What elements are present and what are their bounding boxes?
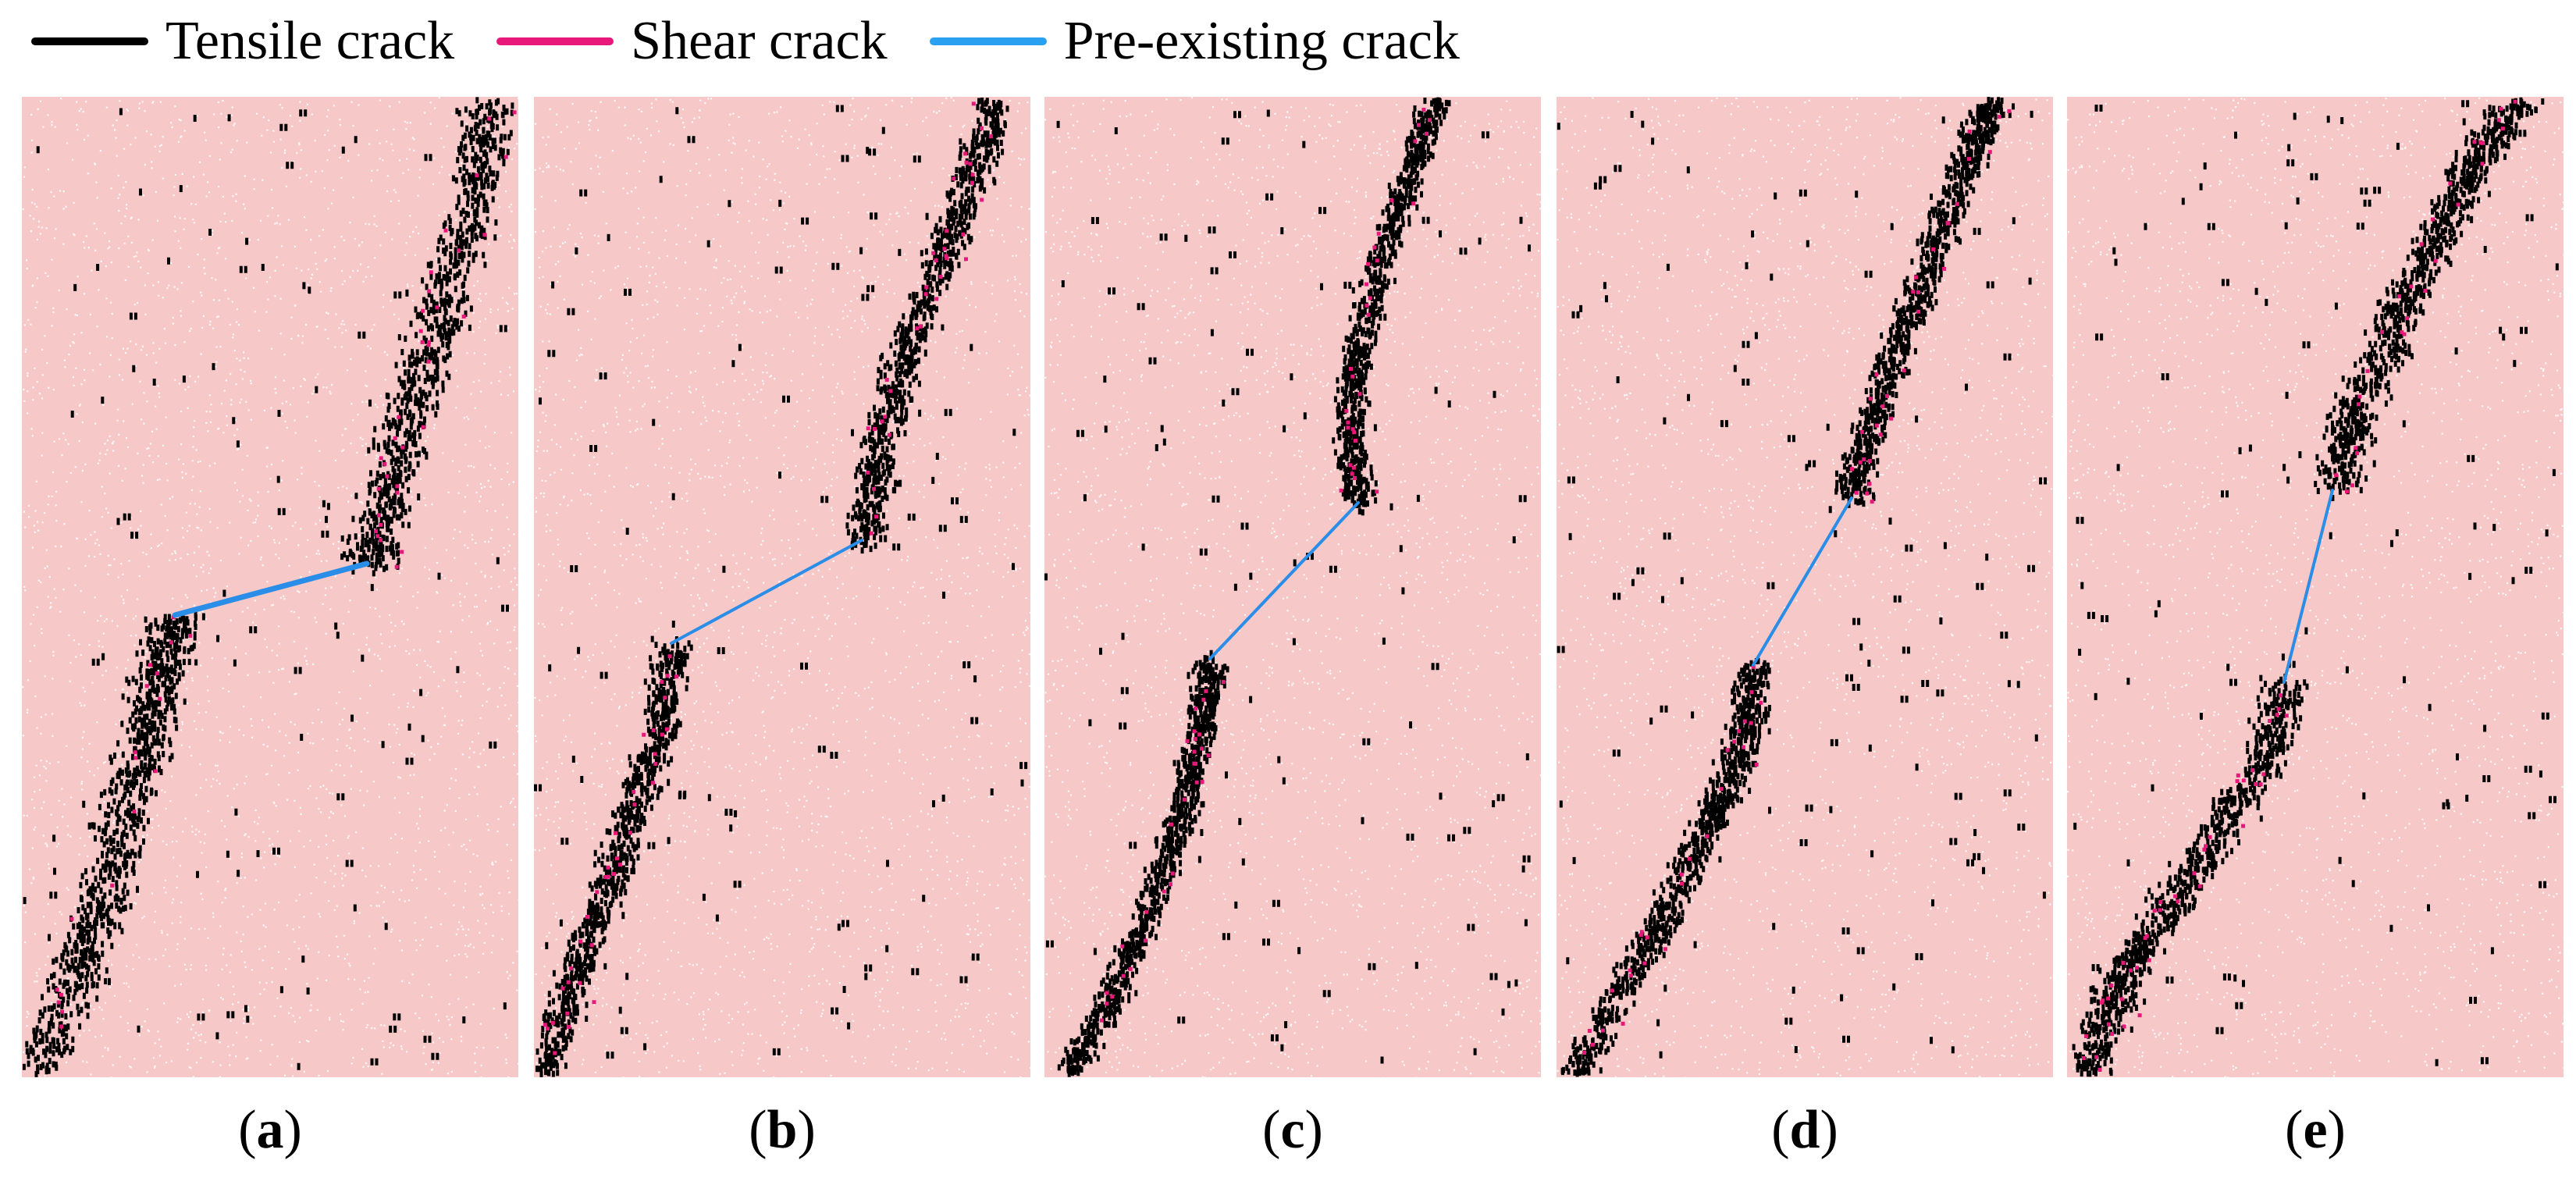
pre-existing-crack — [1752, 496, 1853, 667]
legend-swatch-preexisting — [929, 37, 1047, 45]
legend-label-tensile: Tensile crack — [165, 11, 455, 71]
caption-open-paren: ( — [1262, 1100, 1281, 1160]
panel-caption-a: (a) — [22, 1099, 518, 1162]
tensile-cracks — [534, 98, 1028, 1077]
caption-close-paren: ) — [1820, 1100, 1838, 1160]
caption-letter: d — [1789, 1100, 1820, 1160]
specimen-background — [534, 97, 1030, 1077]
legend-item-shear: Shear crack — [496, 11, 888, 71]
caption-close-paren: ) — [1304, 1100, 1323, 1160]
legend-swatch-shear — [496, 37, 614, 45]
legend-label-shear: Shear crack — [631, 11, 888, 71]
specimen-image-d — [1557, 97, 2053, 1077]
caption-close-paren: ) — [283, 1100, 302, 1160]
legend: Tensile crack Shear crack Pre-existing c… — [31, 6, 1502, 77]
specimen-image-a — [22, 97, 518, 1077]
legend-item-preexisting: Pre-existing crack — [929, 11, 1460, 71]
pre-existing-crack — [2282, 489, 2334, 684]
specimen-panel-d — [1557, 97, 2053, 1077]
panel-caption-c: (c) — [1044, 1099, 1541, 1162]
specimen-background — [2067, 97, 2564, 1077]
panel-caption-d: (d) — [1557, 1099, 2053, 1162]
caption-close-paren: ) — [2327, 1100, 2346, 1160]
caption-open-paren: ( — [238, 1100, 257, 1160]
caption-letter: b — [767, 1100, 798, 1160]
specimen-panel-a — [22, 97, 518, 1077]
specimen-panel-e — [2067, 97, 2564, 1077]
legend-item-tensile: Tensile crack — [31, 14, 454, 69]
legend-label-preexisting: Pre-existing crack — [1063, 11, 1460, 71]
specimen-image-c — [1044, 97, 1541, 1077]
caption-letter: c — [1280, 1100, 1305, 1160]
caption-close-paren: ) — [797, 1100, 816, 1160]
pre-existing-crack — [1208, 501, 1360, 660]
caption-open-paren: ( — [2285, 1100, 2304, 1160]
legend-swatch-tensile — [31, 37, 148, 45]
caption-letter: e — [2303, 1100, 2328, 1160]
specimen-panel-b — [534, 97, 1030, 1077]
caption-open-paren: ( — [1771, 1100, 1790, 1160]
specimen-panel-c — [1044, 97, 1541, 1077]
caption-open-paren: ( — [749, 1100, 767, 1160]
caption-letter: a — [256, 1100, 284, 1160]
specimen-image-e — [2067, 97, 2564, 1077]
panel-caption-b: (b) — [534, 1099, 1030, 1162]
pre-existing-crack — [670, 539, 863, 645]
specimen-background — [1044, 97, 1541, 1077]
specimen-background — [1557, 97, 2053, 1077]
panel-caption-e: (e) — [2067, 1099, 2564, 1162]
specimen-image-b — [534, 97, 1030, 1077]
pre-existing-crack — [172, 560, 370, 618]
tensile-cracks — [2072, 97, 2559, 1077]
